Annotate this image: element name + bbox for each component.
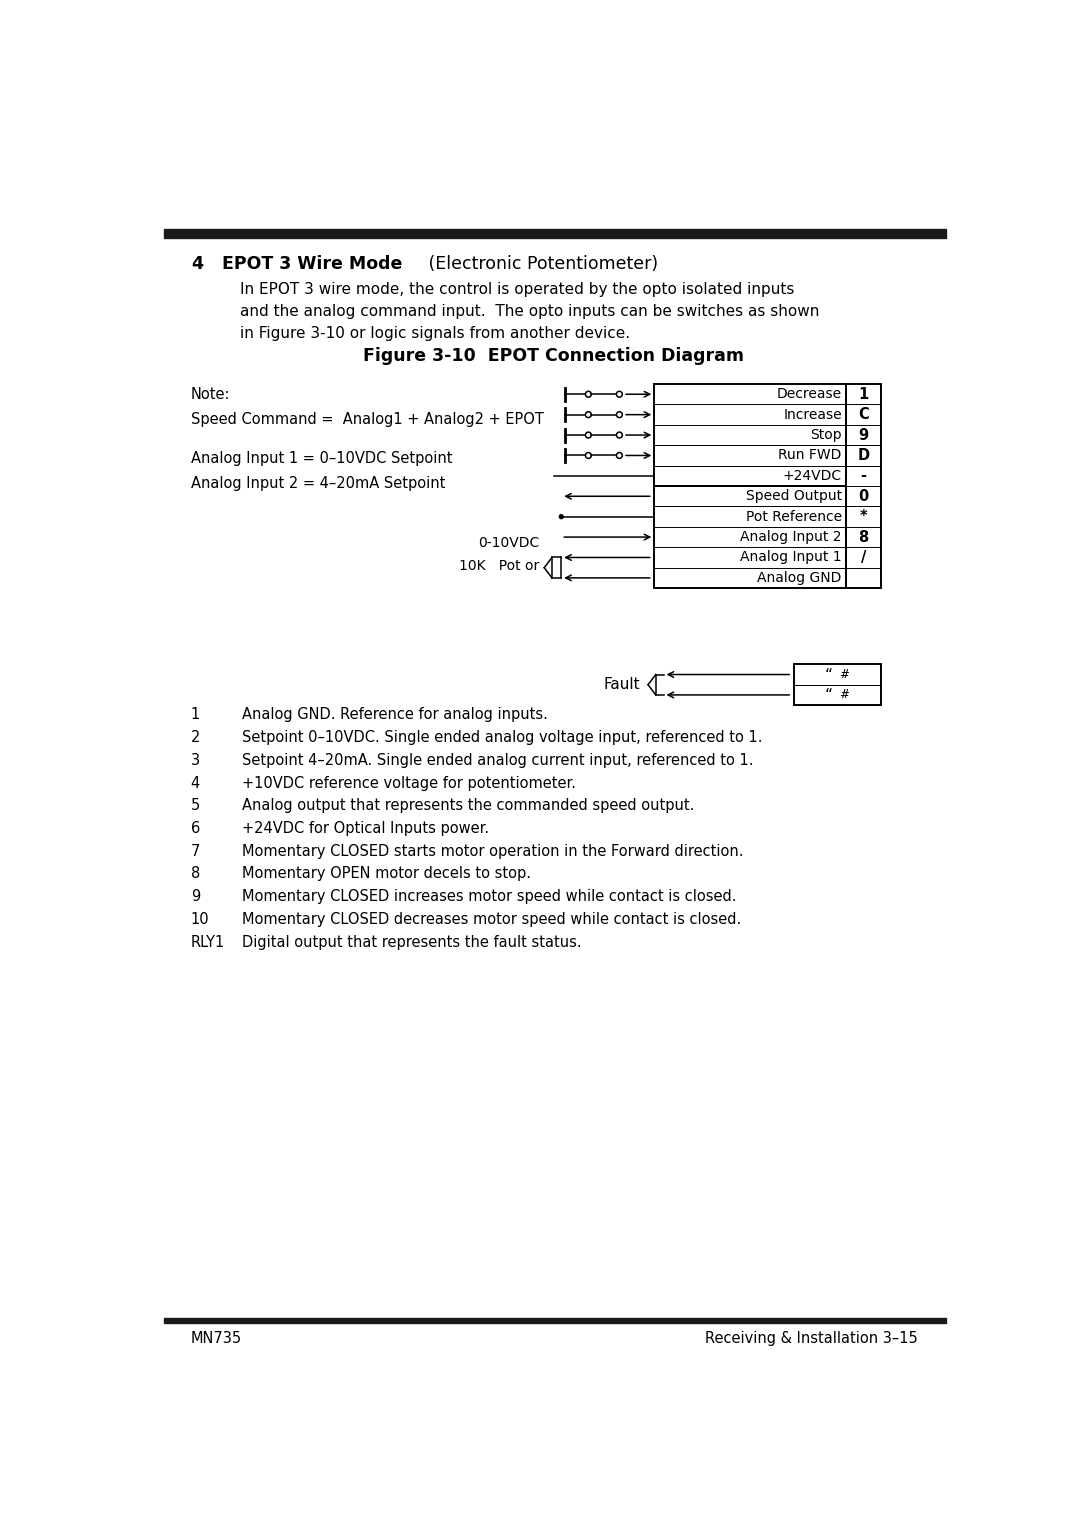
Text: MN735: MN735 [191, 1331, 242, 1347]
Text: in Figure 3-10 or logic signals from another device.: in Figure 3-10 or logic signals from ano… [240, 325, 630, 340]
Bar [654, 486, 847, 588]
Text: Speed Command =  Analog1 + Analog2 + EPOT: Speed Command = Analog1 + Analog2 + EPOT [191, 412, 543, 427]
Text: “ #: “ # [825, 668, 849, 682]
Text: Fault: Fault [604, 677, 640, 692]
Text: Analog GND: Analog GND [757, 571, 841, 585]
Text: 4: 4 [191, 254, 203, 273]
Bar [164, 230, 946, 237]
Bar [164, 1318, 946, 1324]
Text: 7: 7 [191, 844, 200, 859]
Text: “ #: “ # [825, 688, 849, 702]
Text: 10K   Pot or: 10K Pot or [459, 559, 540, 573]
Text: 2: 2 [191, 731, 200, 745]
Text: Momentary CLOSED starts motor operation in the Forward direction.: Momentary CLOSED starts motor operation … [242, 844, 743, 859]
Text: Analog GND. Reference for analog inputs.: Analog GND. Reference for analog inputs. [242, 708, 548, 723]
Text: RLY1: RLY1 [191, 935, 225, 950]
Text: 8: 8 [191, 867, 200, 881]
Text: Momentary CLOSED decreases motor speed while contact is closed.: Momentary CLOSED decreases motor speed w… [242, 912, 741, 927]
Text: (Electronic Potentiometer): (Electronic Potentiometer) [423, 254, 659, 273]
Text: Stop: Stop [810, 427, 841, 443]
Text: -: - [861, 469, 866, 484]
Text: 1: 1 [191, 708, 200, 723]
Text: EPOT 3 Wire Mode: EPOT 3 Wire Mode [221, 254, 402, 273]
Text: +24VDC: +24VDC [783, 469, 841, 483]
Text: D: D [858, 447, 869, 463]
Text: Analog Input 1: Analog Input 1 [740, 550, 841, 564]
Text: Momentary OPEN motor decels to stop.: Momentary OPEN motor decels to stop. [242, 867, 531, 881]
Text: In EPOT 3 wire mode, the control is operated by the opto isolated inputs: In EPOT 3 wire mode, the control is oper… [240, 282, 794, 297]
Text: +24VDC for Optical Inputs power.: +24VDC for Optical Inputs power. [242, 821, 489, 836]
Text: 5: 5 [191, 798, 200, 813]
Text: 9: 9 [859, 427, 868, 443]
Text: 3: 3 [191, 752, 200, 768]
Text: Receiving & Installation 3–15: Receiving & Installation 3–15 [705, 1331, 918, 1347]
Text: 4: 4 [191, 775, 200, 791]
Text: Analog Input 1 = 0–10VDC Setpoint: Analog Input 1 = 0–10VDC Setpoint [191, 450, 453, 466]
Text: /: / [861, 550, 866, 565]
Circle shape [559, 515, 563, 519]
Text: Decrease: Decrease [777, 388, 841, 401]
Text: 0-10VDC: 0-10VDC [478, 536, 540, 550]
Text: Digital output that represents the fault status.: Digital output that represents the fault… [242, 935, 581, 950]
Text: *: * [860, 509, 867, 524]
Text: Note:: Note: [191, 388, 230, 401]
Text: 9: 9 [191, 889, 200, 904]
Text: Speed Output: Speed Output [745, 489, 841, 504]
Text: Setpoint 0–10VDC. Single ended analog voltage input, referenced to 1.: Setpoint 0–10VDC. Single ended analog vo… [242, 731, 762, 745]
Bar [847, 385, 880, 588]
Text: +10VDC reference voltage for potentiometer.: +10VDC reference voltage for potentiomet… [242, 775, 576, 791]
Text: 0: 0 [859, 489, 868, 504]
Text: Analog Input 2 = 4–20mA Setpoint: Analog Input 2 = 4–20mA Setpoint [191, 475, 445, 490]
Bar [794, 665, 880, 705]
Text: C: C [859, 408, 869, 423]
Text: and the analog command input.  The opto inputs can be switches as shown: and the analog command input. The opto i… [240, 303, 819, 319]
Text: Setpoint 4–20mA. Single ended analog current input, referenced to 1.: Setpoint 4–20mA. Single ended analog cur… [242, 752, 754, 768]
Text: Run FWD: Run FWD [779, 449, 841, 463]
Text: 1: 1 [859, 386, 868, 401]
Text: Analog Input 2: Analog Input 2 [740, 530, 841, 544]
Text: Analog output that represents the commanded speed output.: Analog output that represents the comman… [242, 798, 694, 813]
Bar [654, 385, 847, 486]
Text: Pot Reference: Pot Reference [745, 510, 841, 524]
Text: 8: 8 [859, 530, 868, 544]
Text: Momentary CLOSED increases motor speed while contact is closed.: Momentary CLOSED increases motor speed w… [242, 889, 737, 904]
Text: Increase: Increase [783, 408, 841, 421]
Text: 6: 6 [191, 821, 200, 836]
Text: 10: 10 [191, 912, 210, 927]
Text: Figure 3-10  EPOT Connection Diagram: Figure 3-10 EPOT Connection Diagram [363, 348, 744, 365]
